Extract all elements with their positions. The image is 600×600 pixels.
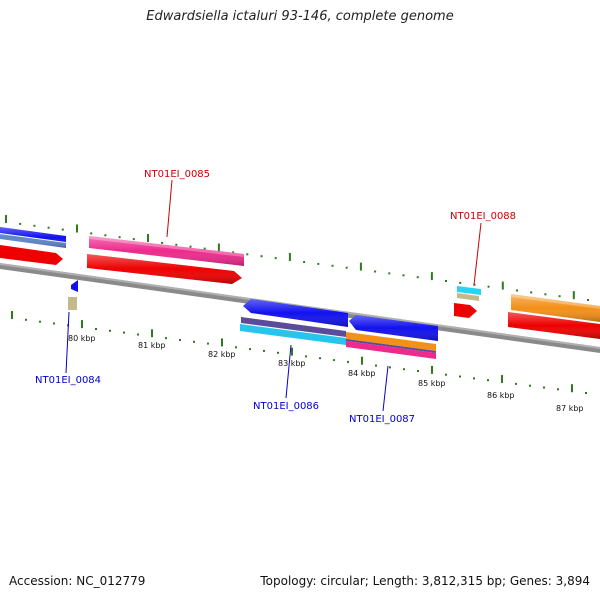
scale-label-84kbp: 84 kbp [348,369,376,378]
scale-label-80kbp: 80 kbp [68,334,96,343]
lower-tick-track [11,311,587,394]
feature-nt01ei-0088-cyan [457,286,481,295]
gene-label-nt01ei-0084: NT01EI_0084 [35,375,101,386]
gene-label-nt01ei-0086: NT01EI_0086 [253,401,319,412]
map-title: Edwardsiella ictaluri 93-146, complete g… [146,9,454,24]
scale-labels: 80 kbp 81 kbp 82 kbp 83 kbp 84 kbp 85 kb… [68,334,584,413]
gene-labels: NT01EI_0084 NT01EI_0085 NT01EI_0086 NT01… [35,169,516,425]
feature-nt01ei-0087-pink [346,341,436,359]
feature-nt01ei-0084-tan [68,297,77,310]
scale-label-86kbp: 86 kbp [487,391,515,400]
topology-summary: Topology: circular; Length: 3,812,315 bp… [260,574,590,588]
feature-nt01ei-0084-blue [71,280,78,292]
gene-label-nt01ei-0088: NT01EI_0088 [450,211,516,222]
scale-label-82kbp: 82 kbp [208,350,236,359]
feature-nt01ei-0087-purple [346,339,436,353]
feature-nt01ei-0088-tan [457,293,479,301]
scale-label-87kbp: 87 kbp [556,404,584,413]
feature-nt01ei-0086-cyan [240,324,346,345]
feature-nt01ei-0088-red [454,303,477,318]
reverse-features [68,280,438,359]
label-leaders [65,179,482,412]
feature-red-left [0,245,63,265]
scale-label-85kbp: 85 kbp [418,379,446,388]
gene-label-nt01ei-0087: NT01EI_0087 [349,414,415,425]
scale-label-83kbp: 83 kbp [278,359,306,368]
accession-text: Accession: NC_012779 [9,574,146,588]
forward-features [0,227,600,339]
gene-label-nt01ei-0085: NT01EI_0085 [144,169,210,180]
scale-label-81kbp: 81 kbp [138,341,166,350]
